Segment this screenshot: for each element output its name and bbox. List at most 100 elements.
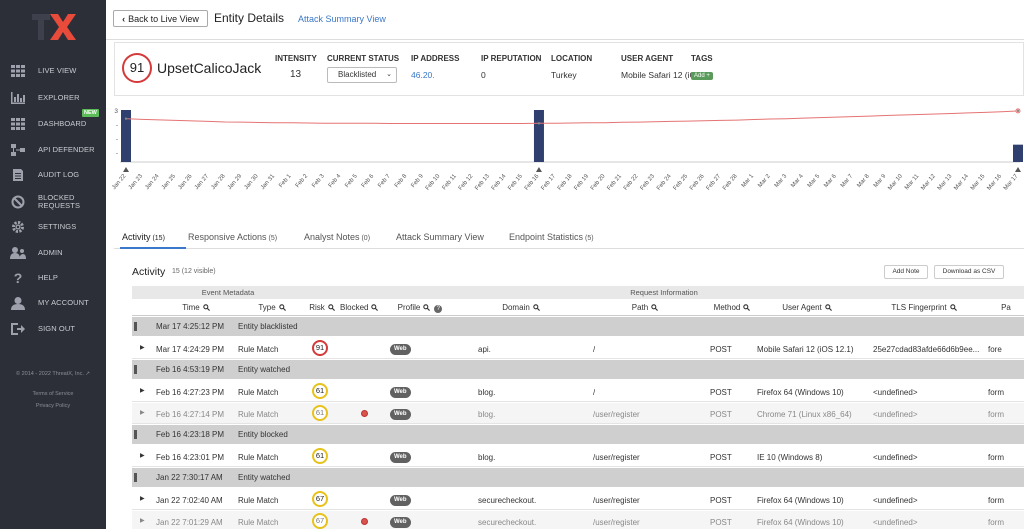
search-icon[interactable] (947, 303, 957, 312)
threatx-logo[interactable] (30, 10, 76, 44)
search-icon[interactable] (740, 303, 751, 312)
ip-value[interactable]: 46.20. (411, 70, 435, 80)
x-tick-label: Jan 26 (177, 173, 194, 191)
status-row: Jan 22 7:30:17 AM Entity watched (132, 468, 1024, 487)
x-tick-label: Feb 11 (442, 173, 459, 191)
terms-link[interactable]: Terms of Service (32, 391, 74, 397)
col-header-blocked[interactable]: Blocked (340, 303, 378, 312)
search-icon[interactable] (368, 303, 378, 312)
event-marker[interactable] (535, 167, 542, 172)
tab-endpoint-statistics[interactable]: Endpoint Statistics (5) (509, 232, 594, 242)
tab-responsive-actions[interactable]: Responsive Actions (5) (188, 232, 277, 242)
row-time: Feb 16 4:23:01 PM (156, 453, 225, 462)
table-row[interactable]: ▶ Feb 16 4:23:01 PM Rule Match 61 Web blog. /u… (132, 446, 1024, 467)
sidebar-item-help[interactable]: ? HELP (0, 267, 106, 289)
sidebar-item-dashboard[interactable]: DASHBOARD (0, 113, 106, 135)
row-domain: blog. (478, 453, 496, 462)
row-method: POST (710, 410, 732, 419)
status-marker (134, 322, 137, 331)
tab-analyst-notes[interactable]: Analyst Notes (0) (304, 232, 370, 242)
sidebar-item-live-view[interactable]: LIVE VIEW (0, 60, 106, 82)
activity-table: Event Metadata Request Information Time Typ… (132, 286, 1024, 529)
table-row[interactable]: ▶ Jan 22 7:01:29 AM Rule Match 67 Web securec… (132, 511, 1024, 529)
col-header-type[interactable]: Type (240, 303, 304, 312)
table-row[interactable]: ▶ Feb 16 4:27:14 PM Rule Match 61 Web blog. /u… (132, 403, 1024, 424)
expand-arrow-icon[interactable]: ▶ (140, 410, 145, 416)
page-title: Entity Details (214, 11, 285, 25)
x-tick-label: Mar 1 (741, 173, 756, 189)
expand-arrow-icon[interactable]: ▶ (140, 345, 145, 351)
tab-label: Analyst Notes (304, 232, 360, 242)
back-button[interactable]: ‹ Back to Live View (113, 10, 208, 27)
expand-arrow-icon[interactable]: ▶ (140, 518, 145, 524)
col-header-time[interactable]: Time (152, 303, 240, 312)
chevron-down-icon: ⌄ (386, 71, 392, 78)
x-tick-label: Mar 11 (904, 173, 921, 191)
chart-bar[interactable] (121, 110, 131, 162)
col-header-profile[interactable]: Profile? (378, 303, 462, 313)
search-icon[interactable] (325, 303, 335, 312)
download-csv-button[interactable]: Download as CSV (934, 265, 1004, 279)
search-icon[interactable] (200, 303, 210, 312)
privacy-link[interactable]: Privacy Policy (35, 403, 71, 409)
expand-arrow-icon[interactable]: ▶ (140, 496, 145, 502)
sidebar-item-explorer[interactable]: EXPLORER (0, 87, 106, 109)
sidebar-item-settings[interactable]: SETTINGS (0, 216, 106, 238)
attack-summary-link[interactable]: Attack Summary View (298, 14, 386, 24)
back-label: Back to Live View (128, 13, 199, 24)
search-icon[interactable] (648, 303, 659, 312)
expand-arrow-icon[interactable]: ▶ (140, 453, 145, 459)
sidebar-item-sign-out[interactable]: SIGN OUT (0, 318, 106, 340)
row-tls-fingerprint: <undefined> (873, 410, 918, 419)
col-header-user-agent[interactable]: User Agent (754, 303, 860, 312)
sidebar-item-admin[interactable]: ADMIN (0, 242, 106, 264)
chart-bar[interactable] (533, 110, 544, 162)
sidebar-item-my-account[interactable]: MY ACCOUNT (0, 292, 106, 314)
status-select[interactable]: Blacklisted ⌄ (327, 67, 397, 83)
col-header-risk[interactable]: Risk (304, 303, 340, 312)
tab-label: Endpoint Statistics (509, 232, 584, 242)
search-icon[interactable] (276, 303, 286, 312)
x-tick-label: Feb 13 (474, 173, 491, 192)
location-value: Turkey (551, 70, 577, 80)
status-marker (134, 430, 137, 439)
search-icon[interactable] (420, 303, 431, 312)
event-marker[interactable] (123, 167, 129, 172)
sidebar-item-label: HELP (38, 273, 58, 282)
col-header-tls-fingerprint[interactable]: TLS Fingerprint (860, 303, 988, 312)
tab-activity[interactable]: Activity (15) (122, 232, 165, 242)
sidebar-item-label: BLOCKED REQUESTS (38, 193, 81, 210)
new-badge: NEW (82, 109, 99, 117)
sidebar-item-blocked-requests[interactable]: BLOCKED REQUESTS (0, 191, 106, 213)
help-icon[interactable]: ? (434, 305, 443, 313)
table-row[interactable]: ▶ Mar 17 4:24:29 PM Rule Match 91 Web api. / PO… (132, 338, 1024, 359)
event-marker[interactable] (1015, 167, 1021, 172)
external-link-icon[interactable]: ↗ (85, 371, 90, 377)
col-header-label: Domain (502, 303, 530, 312)
add-note-button[interactable]: Add Note (884, 265, 928, 279)
tab-attack-summary-view[interactable]: Attack Summary View (396, 232, 484, 242)
sidebar-item-api-defender[interactable]: API DEFENDER (0, 139, 106, 161)
table-row[interactable]: ▶ Feb 16 4:27:23 PM Rule Match 61 Web blog. / P… (132, 381, 1024, 402)
row-type: Rule Match (238, 345, 279, 354)
row-domain: securecheckout. (478, 496, 537, 505)
col-header-pa[interactable]: Pa (988, 303, 1024, 312)
col-header-path[interactable]: Path (580, 303, 710, 312)
expand-arrow-icon[interactable]: ▶ (140, 388, 145, 394)
ip-reputation-value: 0 (481, 70, 486, 80)
row-time: Feb 16 4:27:23 PM (156, 388, 225, 397)
col-header-method[interactable]: Method (710, 303, 754, 312)
x-tick-label: Jan 28 (210, 173, 227, 191)
search-icon[interactable] (530, 303, 540, 312)
sidebar-item-audit-log[interactable]: AUDIT LOG (0, 164, 106, 186)
row-method: POST (710, 518, 732, 527)
search-icon[interactable] (822, 303, 832, 312)
chart-bar[interactable] (1013, 144, 1023, 162)
risk-badge: 61 (312, 448, 328, 464)
add-tag-button[interactable]: Add + (691, 72, 713, 80)
table-row[interactable]: ▶ Jan 22 7:02:40 AM Rule Match 67 Web securec… (132, 489, 1024, 510)
risk-badge: 91 (312, 340, 328, 356)
col-header-domain[interactable]: Domain (462, 303, 580, 312)
row-path: /user/register (593, 496, 640, 505)
x-tick-label: Mar 8 (856, 173, 871, 189)
